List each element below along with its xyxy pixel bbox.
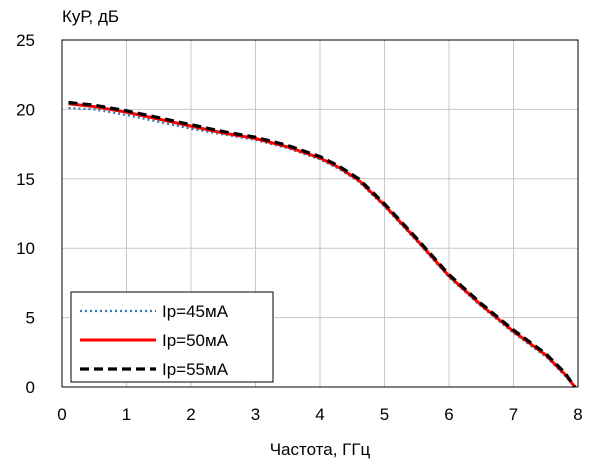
x-tick-label: 7 xyxy=(509,405,518,424)
x-axis-label: Частота, ГГц xyxy=(270,440,371,459)
legend-box xyxy=(70,291,274,383)
y-tick-label: 25 xyxy=(16,31,35,50)
series-line-0 xyxy=(68,106,576,388)
x-tick-label: 3 xyxy=(251,405,260,424)
y-tick-label: 5 xyxy=(26,309,35,328)
legend-label-1: Ip=50мА xyxy=(162,331,229,350)
y-axis-label: КуР, дБ xyxy=(62,7,119,26)
x-tick-label: 2 xyxy=(186,405,195,424)
y-tick-label: 15 xyxy=(16,170,35,189)
series-line-2 xyxy=(68,100,577,388)
legend: Ip=45мА Ip=50мА Ip=55мА xyxy=(70,291,274,383)
y-tick-label: 10 xyxy=(16,239,35,258)
x-tick-label: 6 xyxy=(444,405,453,424)
y-tick-label: 0 xyxy=(26,378,35,397)
x-tick-label: 4 xyxy=(315,405,324,424)
x-tick-label: 8 xyxy=(573,405,582,424)
x-axis-ticks: 0 1 2 3 4 5 6 7 8 xyxy=(57,405,582,424)
legend-label-2: Ip=55мА xyxy=(162,360,229,379)
legend-label-0: Ip=45мА xyxy=(162,302,229,321)
x-tick-label: 1 xyxy=(122,405,131,424)
x-tick-label: 0 xyxy=(57,405,66,424)
series-lines xyxy=(68,100,577,388)
plot-frame xyxy=(61,39,579,388)
x-tick-label: 5 xyxy=(380,405,389,424)
y-axis-ticks: 0 5 10 15 20 25 xyxy=(16,31,35,397)
grid-lines xyxy=(62,40,578,387)
y-tick-label: 20 xyxy=(16,100,35,119)
